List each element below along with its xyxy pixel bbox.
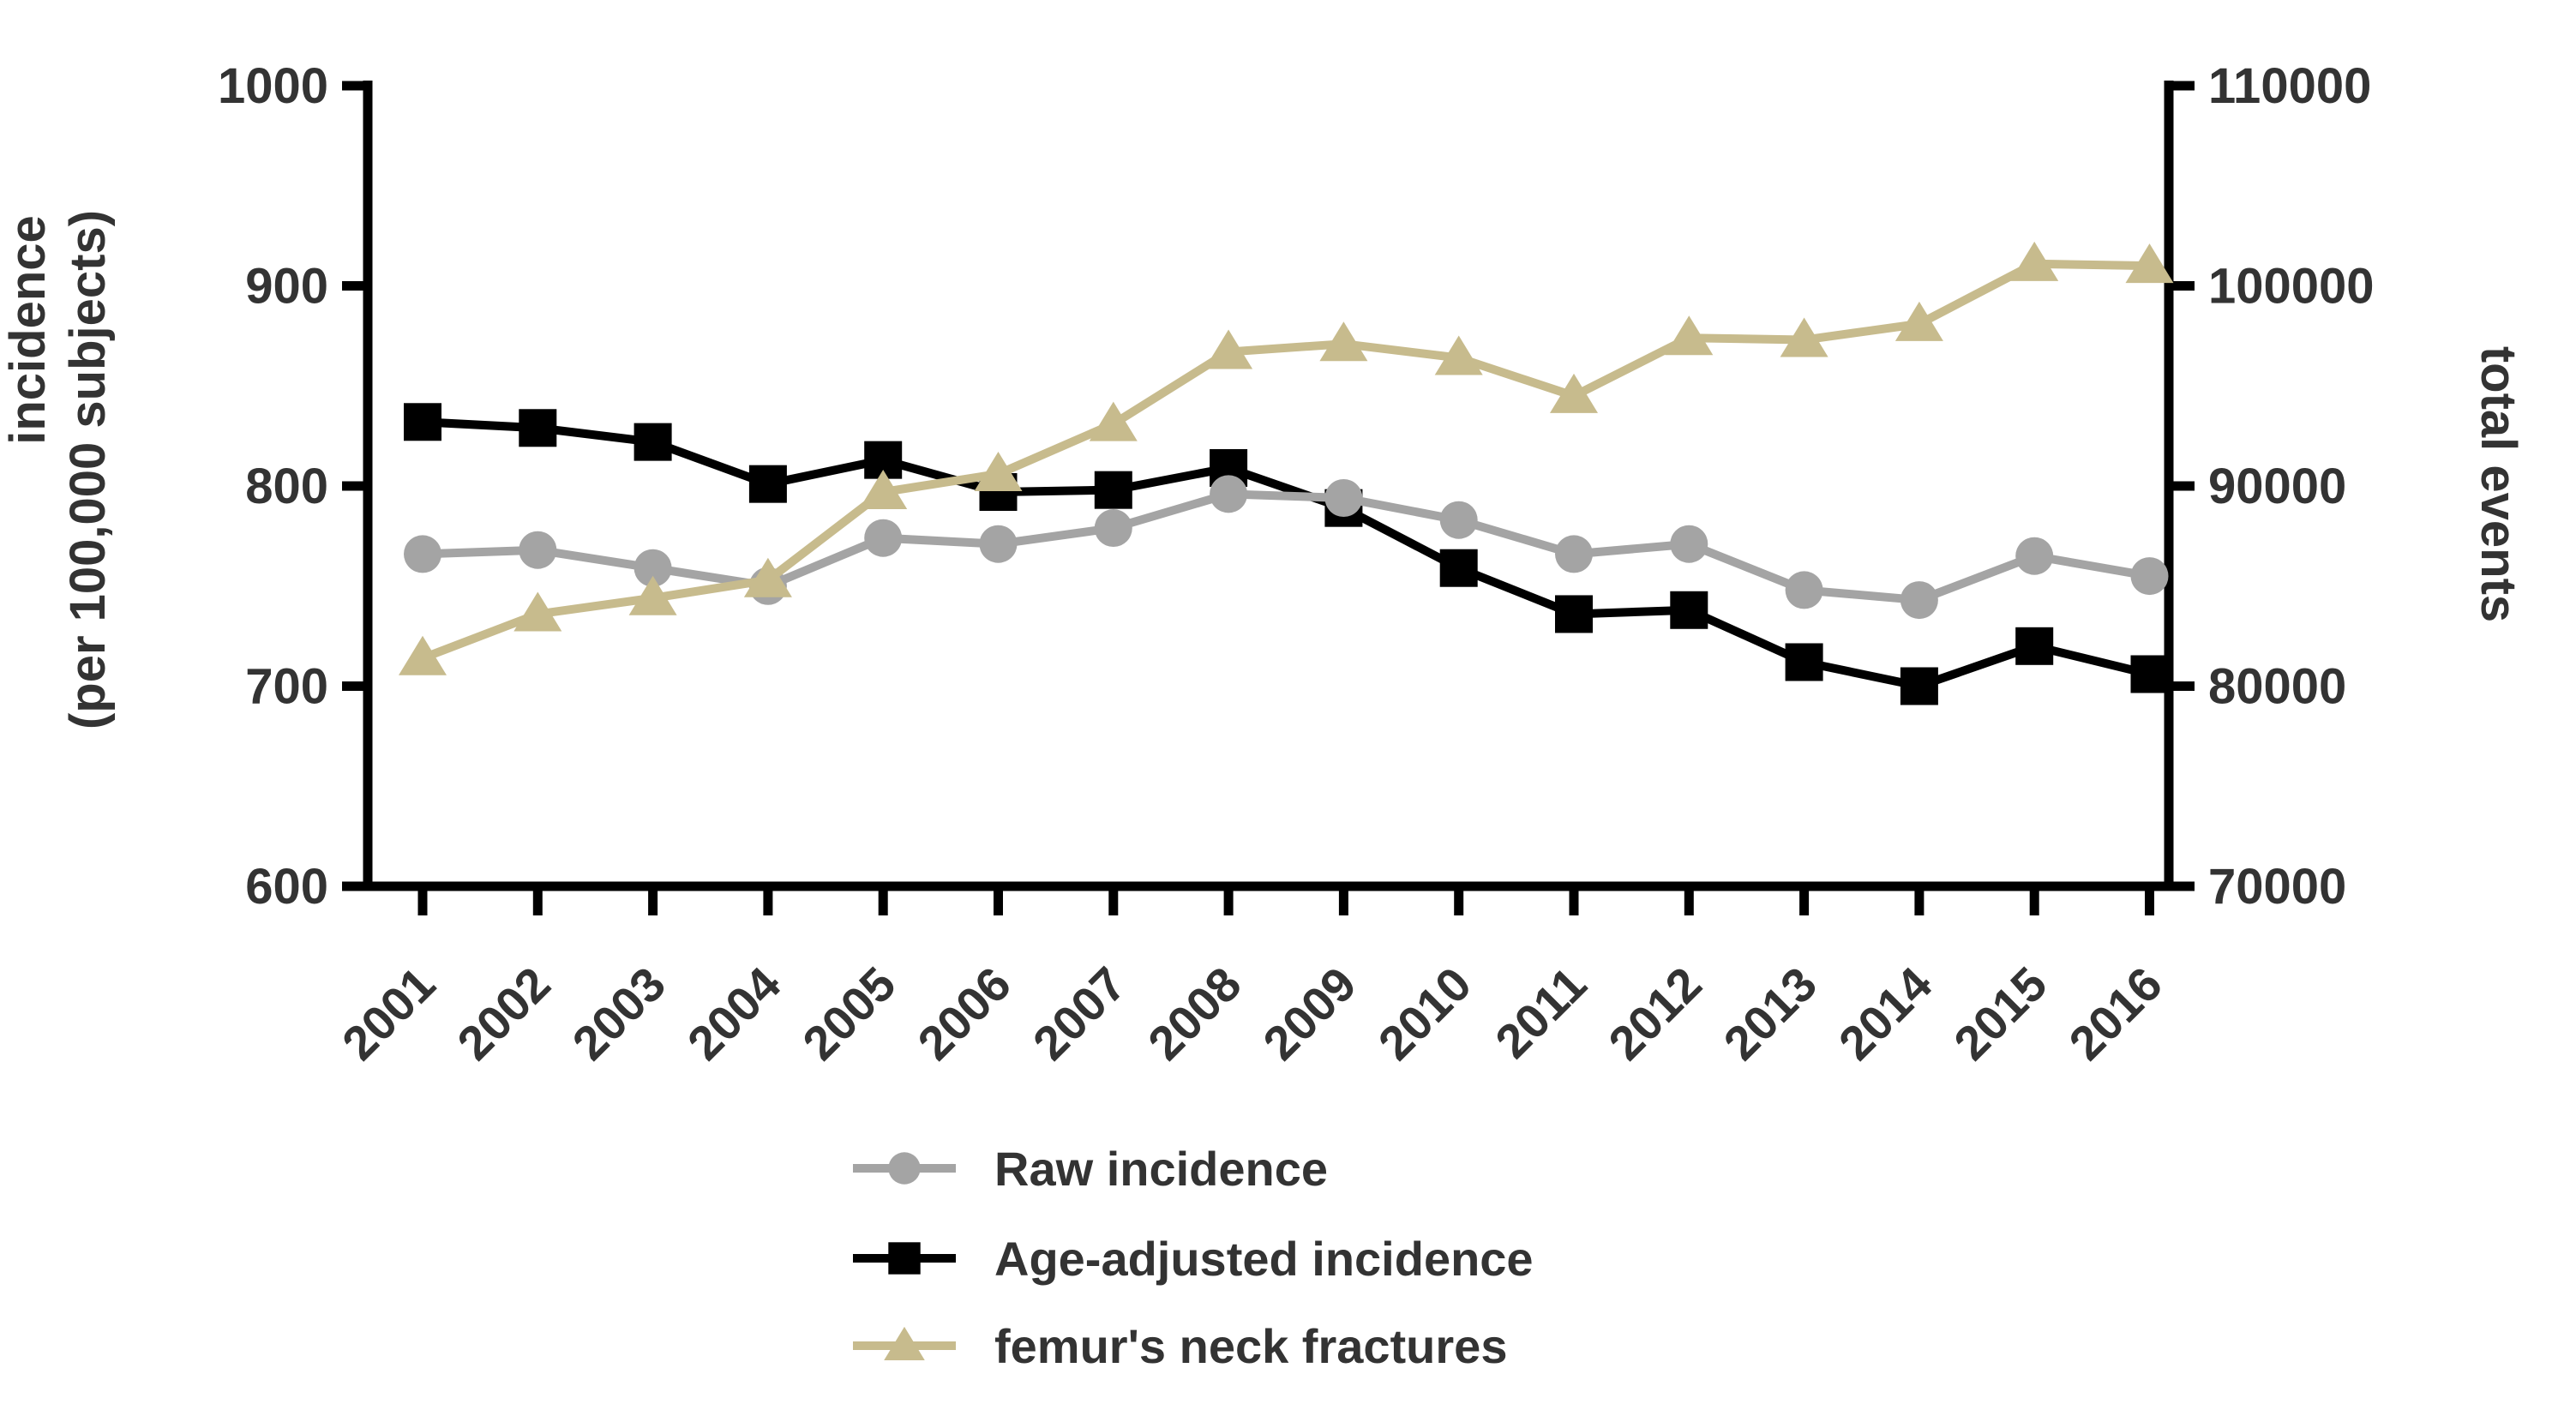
left-axis-tick-label: 1000 — [218, 58, 328, 114]
data-point-2002 — [519, 409, 557, 447]
data-point-2012 — [1665, 315, 1714, 356]
left-axis-title-line1: incidence — [0, 215, 56, 445]
data-point-2013 — [1780, 317, 1828, 357]
data-point-2010 — [1439, 549, 1478, 587]
data-point-2001 — [399, 635, 447, 675]
data-point-2002 — [513, 591, 562, 632]
right-axis-tick-label: 100000 — [2208, 259, 2375, 315]
right-axis-tick-label: 90000 — [2208, 459, 2346, 514]
data-point-2014 — [1900, 581, 1938, 620]
data-point-2012 — [1670, 591, 1708, 629]
series-line — [422, 417, 2151, 691]
data-point-2004 — [748, 465, 787, 503]
data-point-2014 — [1900, 667, 1938, 705]
data-point-2001 — [404, 403, 441, 441]
data-point-2016 — [2130, 557, 2169, 596]
left-axis-tick-label: 600 — [245, 859, 328, 915]
data-point-2011 — [1555, 535, 1593, 573]
legend-triangle-marker-icon — [884, 1326, 925, 1360]
data-point-2016 — [2130, 655, 2169, 693]
legend-item-age-adjusted-incidence: Age-adjusted incidence — [853, 1232, 1534, 1286]
data-point-2003 — [633, 423, 672, 461]
right-axis-tick-label: 110000 — [2208, 58, 2371, 114]
data-point-2008 — [1204, 329, 1253, 369]
right-axis-title: total events — [2471, 346, 2526, 622]
legend-label: Age-adjusted incidence — [994, 1232, 1534, 1286]
data-point-2007 — [1094, 471, 1132, 509]
data-point-2006 — [979, 525, 1018, 563]
data-point-2007 — [1089, 401, 1138, 441]
data-point-2016 — [2125, 243, 2174, 284]
data-point-2011 — [1555, 595, 1593, 633]
left-axis-tick-label: 800 — [245, 459, 328, 514]
left-axis-title-line2: (per 100,000 subjects) — [60, 210, 116, 729]
data-point-2008 — [1210, 475, 1248, 513]
data-point-2007 — [1094, 509, 1132, 548]
data-point-2012 — [1670, 525, 1708, 563]
data-point-2003 — [628, 575, 677, 615]
left-axis-tick-label: 900 — [245, 259, 328, 315]
legend-label: Raw incidence — [994, 1142, 1328, 1196]
data-point-2011 — [1550, 373, 1598, 413]
data-point-2001 — [404, 535, 441, 573]
series-age-adjusted-incidence — [404, 403, 2169, 705]
data-point-2015 — [2015, 537, 2054, 575]
data-point-2010 — [1439, 501, 1478, 539]
data-point-2004 — [743, 557, 792, 597]
data-point-2014 — [1894, 301, 1943, 341]
series-femur-s-neck-fractures — [399, 241, 2174, 675]
legend: Raw incidence Age-adjusted incidence femur… — [853, 1142, 1534, 1373]
data-point-2010 — [1434, 335, 1483, 375]
series-line — [421, 259, 2150, 663]
legend-item-femur-s-neck-fractures: femur's neck fractures — [853, 1319, 1507, 1373]
data-point-2009 — [1319, 321, 1368, 362]
data-point-2015 — [2010, 241, 2059, 281]
data-point-2013 — [1785, 571, 1823, 609]
right-axis-tick-label: 70000 — [2208, 859, 2346, 915]
legend-label: femur's neck fractures — [994, 1319, 1507, 1373]
right-axis-tick-label: 80000 — [2208, 659, 2346, 715]
data-point-2006 — [974, 451, 1023, 491]
data-point-2009 — [1324, 479, 1363, 518]
data-point-2003 — [633, 549, 672, 587]
axis-titles: incidence (per 100,000 subjects) total eve… — [0, 210, 2526, 729]
series-line — [422, 489, 2151, 605]
data-point-2015 — [2015, 627, 2054, 665]
legend-circle-marker-icon — [888, 1152, 921, 1185]
data-point-2013 — [1785, 643, 1823, 681]
legend-square-marker-icon — [888, 1242, 921, 1275]
data-point-2005 — [859, 470, 908, 510]
data-point-2002 — [519, 531, 557, 569]
legend-item-raw-incidence: Raw incidence — [853, 1142, 1328, 1196]
data-point-2005 — [864, 519, 903, 557]
left-axis-tick-label: 700 — [245, 659, 328, 715]
